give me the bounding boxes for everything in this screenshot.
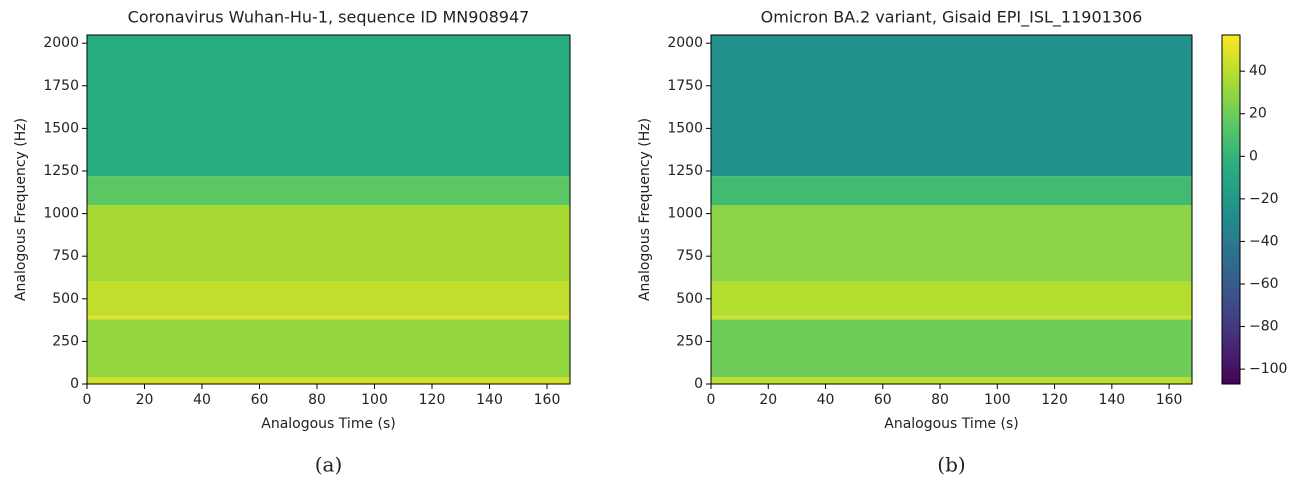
colorbar (1221, 34, 1241, 385)
x-tick-label: 120 (419, 392, 446, 408)
y-tick-label: 1250 (43, 163, 79, 179)
y-axis-label: Analogous Frequency (Hz) (13, 118, 29, 301)
x-tick-label: 160 (1156, 392, 1183, 408)
y-tick-label: 0 (694, 376, 703, 392)
y-tick-label: 1500 (667, 120, 703, 136)
spectrogram-band (711, 35, 1192, 177)
y-tick-label: 1000 (43, 206, 79, 222)
y-tick-label: 750 (52, 248, 79, 264)
x-tick-label: 140 (1098, 392, 1125, 408)
spectrogram-band (711, 319, 1192, 378)
y-tick-label: 750 (676, 248, 703, 264)
y-tick-label: 1000 (667, 206, 703, 222)
x-tick-label: 100 (361, 392, 388, 408)
y-tick-label: 250 (676, 333, 703, 349)
spectrogram-band (87, 281, 570, 316)
spectrogram-band (87, 35, 570, 177)
colorbar-tick-label: 0 (1249, 148, 1258, 164)
x-tick-label: 60 (874, 392, 892, 408)
y-axis-label: Analogous Frequency (Hz) (637, 118, 653, 301)
x-tick-label: 20 (759, 392, 777, 408)
x-tick-label: 80 (308, 392, 326, 408)
caption: (a) (315, 453, 343, 477)
colorbar-tick-label: −80 (1249, 319, 1279, 335)
y-tick-label: 1500 (43, 120, 79, 136)
spectrogram-band (87, 315, 570, 320)
colorbar-tick-label: −100 (1249, 361, 1287, 377)
spectrogram-band (711, 176, 1192, 206)
x-axis-label: Analogous Time (s) (884, 416, 1018, 432)
x-tick-label: 80 (931, 392, 949, 408)
colorbar-tick-label: −20 (1249, 191, 1279, 207)
x-tick-label: 100 (984, 392, 1011, 408)
spectrogram-band (711, 281, 1192, 316)
colorbar-tick-label: 20 (1249, 106, 1267, 122)
x-tick-label: 40 (193, 392, 211, 408)
x-tick-label: 40 (817, 392, 835, 408)
x-tick-label: 0 (707, 392, 716, 408)
chart-title: Coronavirus Wuhan-Hu-1, sequence ID MN90… (128, 8, 530, 27)
spectrogram-band (711, 377, 1192, 384)
spectrogram-band (87, 319, 570, 378)
spectrogram-band (87, 176, 570, 206)
spectrogram-band (711, 315, 1192, 320)
y-tick-label: 2000 (43, 35, 79, 51)
x-tick-label: 20 (136, 392, 154, 408)
x-tick-label: 60 (251, 392, 269, 408)
colorbar-tick-label: −40 (1249, 233, 1279, 249)
x-tick-label: 140 (476, 392, 503, 408)
colorbar-tick-label: 40 (1249, 63, 1267, 79)
axes-frame (86, 34, 571, 385)
spectrogram-band (87, 205, 570, 282)
y-tick-label: 1750 (667, 78, 703, 94)
y-tick-label: 1750 (43, 78, 79, 94)
y-tick-label: 500 (52, 291, 79, 307)
spectrogram-band (711, 205, 1192, 282)
y-tick-label: 1250 (667, 163, 703, 179)
x-tick-label: 160 (534, 392, 561, 408)
y-tick-label: 0 (70, 376, 79, 392)
y-tick-label: 250 (52, 333, 79, 349)
x-axis-label: Analogous Time (s) (261, 416, 395, 432)
caption: (b) (937, 453, 965, 477)
x-tick-label: 120 (1041, 392, 1068, 408)
axes-frame (710, 34, 1193, 385)
spectrogram-band (87, 377, 570, 384)
y-tick-label: 500 (676, 291, 703, 307)
y-tick-label: 2000 (667, 35, 703, 51)
chart-title: Omicron BA.2 variant, Gisaid EPI_ISL_119… (761, 8, 1143, 28)
x-tick-label: 0 (83, 392, 92, 408)
colorbar-tick-label: −60 (1249, 276, 1279, 292)
